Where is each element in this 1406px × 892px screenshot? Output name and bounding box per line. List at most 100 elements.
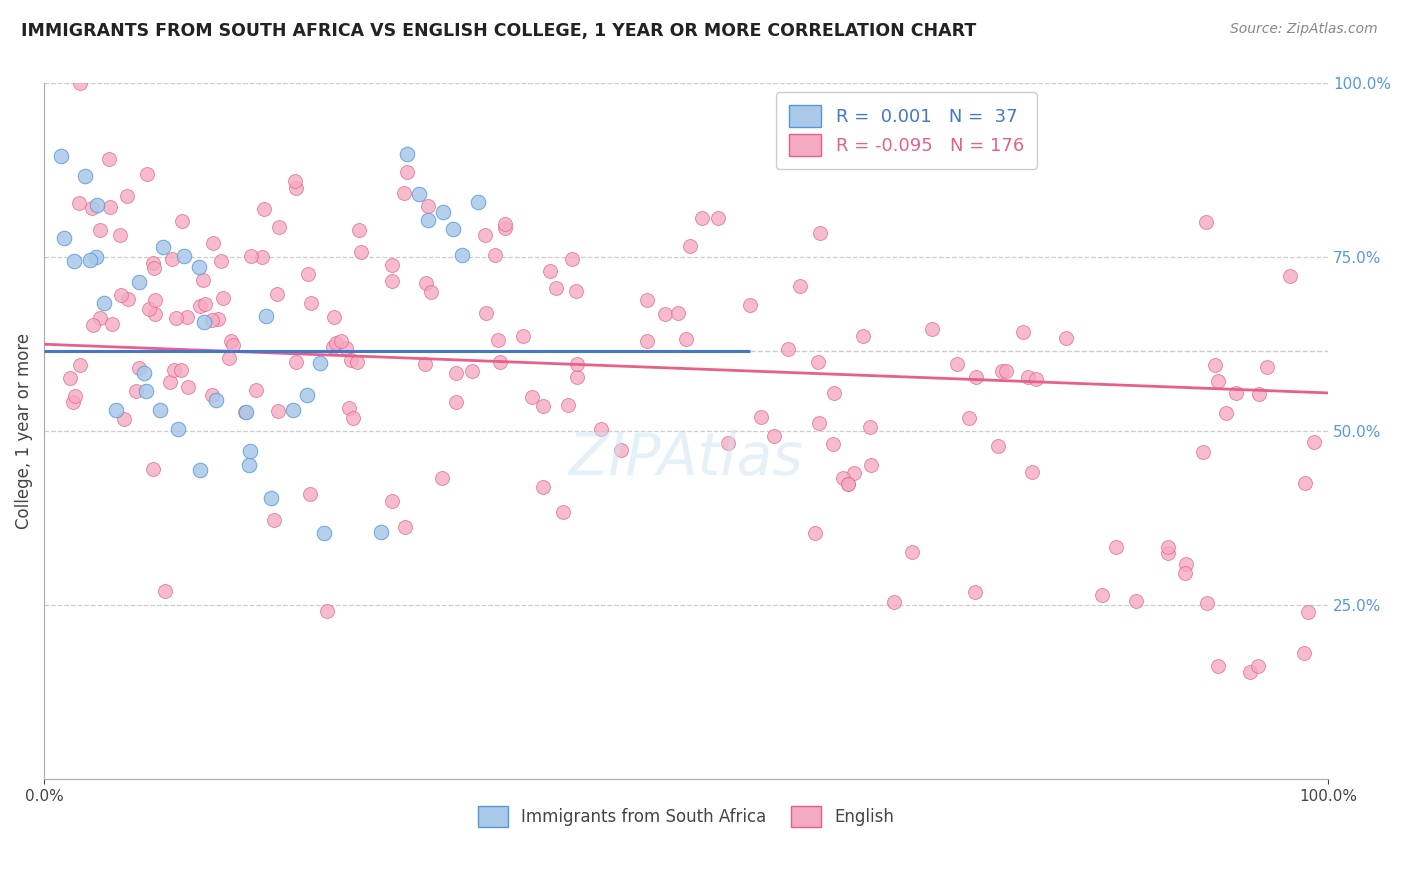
Point: [1303, 434, 1326, 449]
Point: [512, 329, 534, 343]
Point: [679, 238, 702, 252]
Point: [218, 351, 240, 366]
Point: [995, 364, 1018, 378]
Point: [330, 334, 353, 348]
Point: [253, 202, 276, 217]
Point: [112, 412, 135, 426]
Point: [281, 403, 304, 417]
Point: [138, 301, 160, 316]
Point: [763, 428, 786, 442]
Point: [1105, 540, 1128, 554]
Point: [299, 487, 322, 501]
Point: [142, 461, 165, 475]
Point: [342, 411, 364, 425]
Point: [1191, 445, 1213, 459]
Point: [706, 211, 728, 225]
Point: [1054, 331, 1077, 345]
Point: [1025, 371, 1047, 385]
Point: [135, 168, 157, 182]
Point: [263, 513, 285, 527]
Point: [991, 364, 1014, 378]
Point: [254, 309, 277, 323]
Point: [475, 306, 498, 320]
Point: [143, 307, 166, 321]
Point: [675, 332, 697, 346]
Point: [844, 466, 866, 480]
Point: [152, 240, 174, 254]
Point: [167, 422, 190, 436]
Point: [84, 251, 107, 265]
Point: [73, 169, 96, 183]
Point: [381, 258, 404, 272]
Point: [636, 293, 658, 307]
Point: [128, 275, 150, 289]
Point: [441, 222, 464, 236]
Point: [531, 480, 554, 494]
Point: [51, 149, 73, 163]
Point: [823, 386, 845, 401]
Point: [163, 363, 186, 377]
Point: [450, 248, 472, 262]
Point: [1208, 659, 1230, 673]
Point: [1239, 665, 1261, 679]
Point: [1091, 588, 1114, 602]
Point: [222, 337, 245, 351]
Point: [204, 392, 226, 407]
Point: [1215, 406, 1237, 420]
Point: [349, 245, 371, 260]
Point: [1174, 557, 1197, 571]
Point: [67, 196, 90, 211]
Point: [63, 389, 86, 403]
Point: [259, 491, 281, 505]
Text: IMMIGRANTS FROM SOUTH AFRICA VS ENGLISH COLLEGE, 1 YEAR OR MORE CORRELATION CHAR: IMMIGRANTS FROM SOUTH AFRICA VS ENGLISH …: [21, 22, 976, 40]
Point: [749, 409, 772, 424]
Point: [395, 164, 418, 178]
Point: [860, 458, 883, 472]
Point: [100, 200, 122, 214]
Point: [413, 358, 436, 372]
Point: [53, 231, 76, 245]
Point: [567, 357, 589, 371]
Point: [883, 595, 905, 609]
Point: [69, 358, 91, 372]
Point: [636, 334, 658, 348]
Point: [1125, 593, 1147, 607]
Y-axis label: College, 1 year or more: College, 1 year or more: [15, 333, 32, 529]
Point: [110, 288, 132, 302]
Point: [859, 420, 882, 434]
Point: [142, 255, 165, 269]
Point: [267, 404, 290, 418]
Point: [467, 194, 489, 209]
Point: [852, 328, 875, 343]
Legend: Immigrants from South Africa, English: Immigrants from South Africa, English: [471, 799, 901, 833]
Point: [837, 477, 859, 491]
Point: [1247, 659, 1270, 673]
Point: [125, 384, 148, 398]
Point: [557, 398, 579, 412]
Point: [370, 524, 392, 539]
Point: [821, 436, 844, 450]
Point: [159, 375, 181, 389]
Point: [346, 355, 368, 369]
Point: [394, 519, 416, 533]
Point: [128, 360, 150, 375]
Point: [446, 394, 468, 409]
Point: [297, 267, 319, 281]
Point: [432, 204, 454, 219]
Point: [201, 388, 224, 402]
Point: [416, 199, 439, 213]
Point: [1012, 325, 1035, 339]
Point: [322, 310, 344, 324]
Point: [142, 261, 165, 276]
Point: [957, 411, 980, 425]
Point: [79, 253, 101, 268]
Point: [169, 362, 191, 376]
Point: [165, 311, 187, 326]
Point: [193, 315, 215, 329]
Point: [89, 223, 111, 237]
Point: [520, 391, 543, 405]
Point: [93, 295, 115, 310]
Point: [86, 198, 108, 212]
Point: [285, 181, 308, 195]
Point: [347, 222, 370, 236]
